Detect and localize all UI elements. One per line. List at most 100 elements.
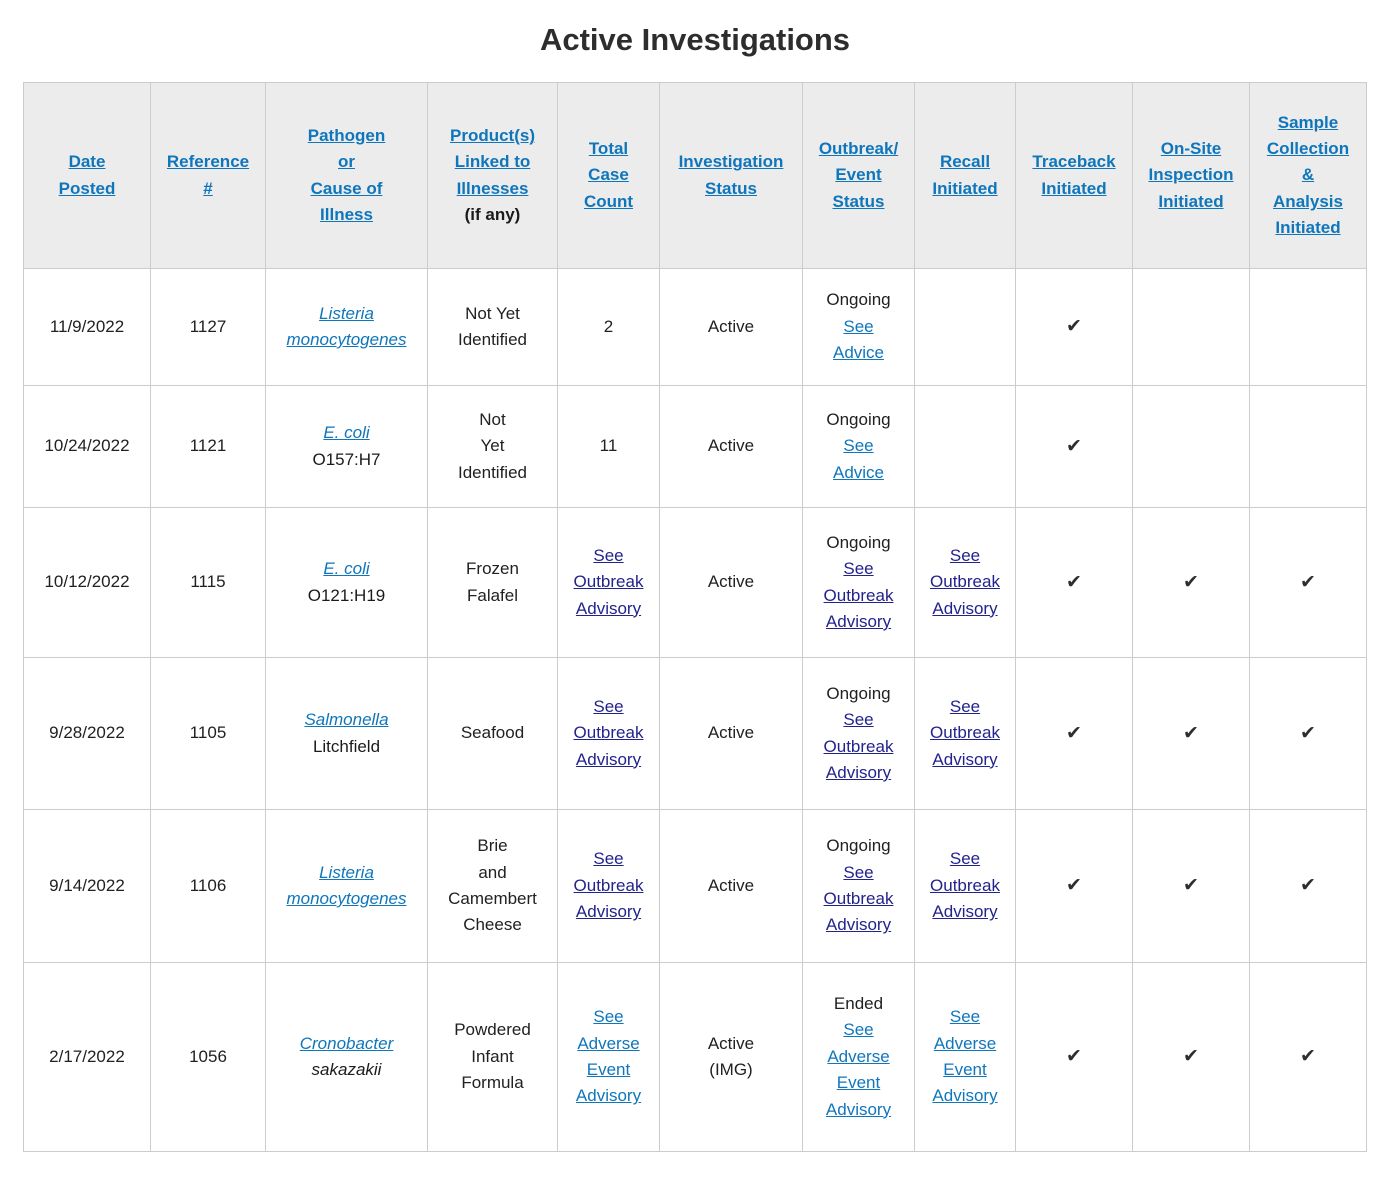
cell-traceback: ✔ (1015, 657, 1133, 810)
outbreak-status-prefix: Ongoing (826, 409, 891, 429)
checkmark-icon: ✔ (1066, 316, 1082, 338)
column-header-reference: Reference # (150, 82, 266, 269)
column-header-date-posted: Date Posted (23, 82, 151, 269)
cell-recall: See Outbreak Advisory (914, 507, 1016, 658)
investigation-status-value: Active (707, 723, 755, 743)
outbreak-advisory-link[interactable]: See Outbreak Advisory (823, 559, 894, 631)
header-link-traceback[interactable]: Traceback Initiated (1032, 152, 1116, 198)
product-value: Not Yet Identified (458, 409, 527, 482)
outbreak-status-prefix: Ongoing (826, 836, 891, 856)
cell-sample: ✔ (1249, 962, 1367, 1152)
cell-traceback: ✔ (1015, 809, 1133, 963)
cell-investigation-status: Active (659, 385, 803, 508)
cell-traceback: ✔ (1015, 507, 1133, 658)
checkmark-icon: ✔ (1066, 875, 1082, 897)
case-count-value: 11 (599, 436, 618, 456)
header-link-date-posted[interactable]: Date Posted (58, 152, 116, 198)
cell-date-posted: 10/24/2022 (23, 385, 151, 508)
pathogen-link[interactable]: Salmonella (304, 710, 389, 730)
cell-date-posted: 9/14/2022 (23, 809, 151, 963)
table-row: 11/9/2022 1127 Listeria monocytogenes No… (23, 268, 1367, 386)
cell-case-count: See Outbreak Advisory (557, 657, 660, 810)
header-product-suffix: (if any) (464, 204, 521, 224)
table-row: 9/14/2022 1106 Listeria monocytogenes Br… (23, 809, 1367, 963)
checkmark-icon: ✔ (1066, 1046, 1082, 1068)
pathogen-link[interactable]: E. coli (323, 559, 370, 579)
checkmark-icon: ✔ (1183, 722, 1199, 744)
header-link-product[interactable]: Product(s) Linked to Illnesses (450, 125, 535, 198)
date-posted-value: 2/17/2022 (49, 1046, 125, 1066)
cell-reference: 1056 (150, 962, 266, 1152)
investigation-status-value: Active (707, 572, 755, 592)
cell-recall: See Outbreak Advisory (914, 809, 1016, 963)
outbreak-advisory-link[interactable]: See Outbreak Advisory (823, 862, 894, 935)
outbreak-status-prefix: Ongoing (826, 683, 891, 703)
pathogen-link[interactable]: E. coli (323, 423, 370, 443)
checkmark-icon: ✔ (1066, 435, 1082, 457)
pathogen-link[interactable]: Listeria monocytogenes (286, 862, 407, 908)
cell-reference: 1106 (150, 809, 266, 963)
cell-sample (1249, 385, 1367, 508)
investigation-status-value: Active (707, 436, 755, 456)
cell-case-count: 11 (557, 385, 660, 508)
cell-investigation-status: Active (659, 809, 803, 963)
date-posted-value: 10/24/2022 (44, 436, 130, 456)
date-posted-value: 9/14/2022 (49, 875, 125, 895)
cell-pathogen: Listeria monocytogenes (265, 268, 428, 386)
header-link-pathogen[interactable]: Pathogen or Cause of Illness (307, 125, 386, 224)
header-link-recall[interactable]: Recall Initiated (932, 152, 998, 198)
cell-recall: See Outbreak Advisory (914, 657, 1016, 810)
table-row: 2/17/2022 1056 Cronobacter sakazakii Powd… (23, 962, 1367, 1152)
case-count-advisory-link[interactable]: See Outbreak Advisory (573, 696, 644, 769)
case-count-advisory-link[interactable]: See Outbreak Advisory (573, 849, 644, 922)
recall-advisory-link[interactable]: See Outbreak Advisory (930, 849, 1000, 922)
cell-pathogen: E. coli O121:H19 (265, 507, 428, 658)
checkmark-icon: ✔ (1183, 1046, 1199, 1068)
cell-onsite (1132, 268, 1250, 386)
date-posted-value: 11/9/2022 (49, 316, 125, 336)
pathogen-strain: O157:H7 (312, 449, 381, 469)
cell-pathogen: E. coli O157:H7 (265, 385, 428, 508)
cell-sample: ✔ (1249, 657, 1367, 810)
header-link-onsite[interactable]: On-Site Inspection Initiated (1148, 138, 1234, 211)
cell-case-count: 2 (557, 268, 660, 386)
outbreak-advisory-link[interactable]: See Adverse Event Advisory (825, 1020, 892, 1119)
cell-onsite: ✔ (1132, 507, 1250, 658)
product-value: Not Yet Identified (458, 303, 527, 349)
header-link-sample[interactable]: Sample Collection & Analysis Initiated (1266, 112, 1350, 238)
pathogen-link[interactable]: Listeria monocytogenes (286, 303, 407, 349)
checkmark-icon: ✔ (1183, 571, 1199, 593)
outbreak-advisory-link[interactable]: See Advice (832, 436, 885, 482)
product-value: Seafood (460, 723, 525, 743)
outbreak-advisory-link[interactable]: See Advice (832, 316, 885, 363)
cell-onsite (1132, 385, 1250, 508)
header-link-outbreak-status[interactable]: Outbreak/ Event Status (818, 138, 899, 211)
date-posted-value: 10/12/2022 (44, 572, 130, 592)
column-header-investigation-status: Investigation Status (659, 82, 803, 269)
checkmark-icon: ✔ (1183, 875, 1199, 897)
recall-advisory-link[interactable]: See Outbreak Advisory (930, 545, 1000, 618)
header-link-investigation-status[interactable]: Investigation Status (678, 152, 784, 198)
column-header-recall: Recall Initiated (914, 82, 1016, 269)
outbreak-advisory-link[interactable]: See Outbreak Advisory (823, 710, 894, 782)
case-count-advisory-link[interactable]: See Adverse Event Advisory (575, 1007, 642, 1106)
reference-value: 1105 (189, 723, 227, 743)
column-header-outbreak-status: Outbreak/ Event Status (802, 82, 915, 269)
header-row: Date Posted Reference # Pathogen or Caus… (23, 82, 1367, 269)
cell-onsite: ✔ (1132, 962, 1250, 1152)
cell-recall: See Adverse Event Advisory (914, 962, 1016, 1152)
cell-case-count: See Adverse Event Advisory (557, 962, 660, 1152)
table-row: 9/28/2022 1105 Salmonella Litchfield Seaf… (23, 657, 1367, 810)
header-link-case-count[interactable]: Total Case Count (583, 138, 634, 211)
case-count-advisory-link[interactable]: See Outbreak Advisory (573, 545, 644, 618)
header-link-reference[interactable]: Reference # (166, 152, 250, 198)
pathogen-link[interactable]: Cronobacter (299, 1033, 394, 1053)
recall-advisory-link[interactable]: See Adverse Event Advisory (932, 1007, 998, 1106)
pathogen-strain: Litchfield (312, 736, 381, 756)
investigation-status-value: Active (707, 875, 755, 895)
cell-outbreak-status: Ongoing See Advice (802, 268, 915, 386)
cell-product: Frozen Falafel (427, 507, 558, 658)
cell-product: Not Yet Identified (427, 268, 558, 386)
active-investigations-table: Date Posted Reference # Pathogen or Caus… (23, 82, 1367, 1152)
recall-advisory-link[interactable]: See Outbreak Advisory (930, 696, 1000, 769)
